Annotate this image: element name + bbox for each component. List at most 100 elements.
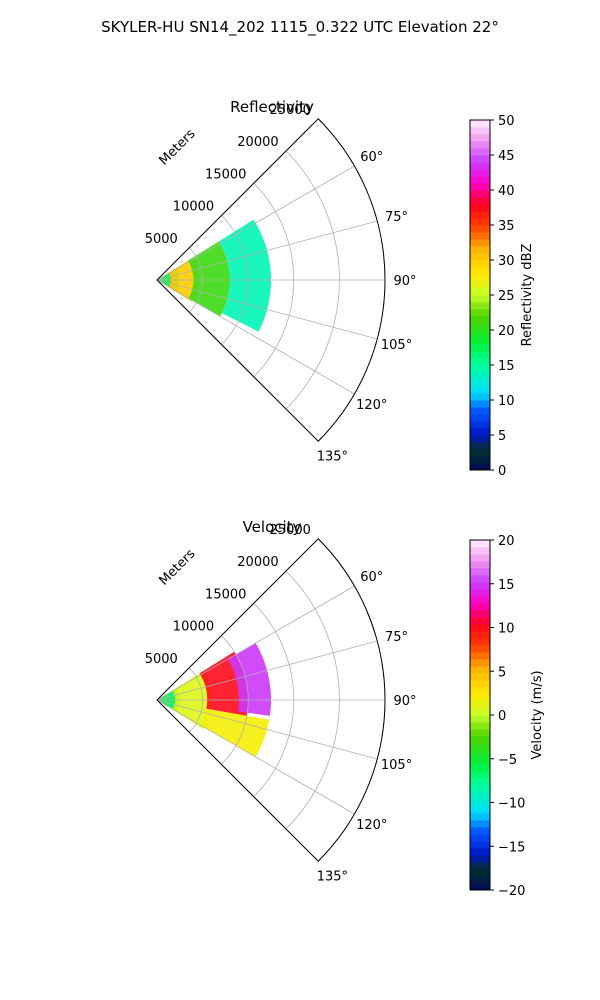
- colorbar-band: [470, 603, 490, 611]
- colorbar-band: [470, 246, 490, 254]
- colorbar-band: [470, 855, 490, 863]
- azimuth-tick-label: 120°: [356, 398, 387, 413]
- colorbar-band: [470, 358, 490, 366]
- data-region: [228, 643, 271, 716]
- azimuth-spoke: [156, 640, 378, 701]
- colorbar-band: [470, 421, 490, 429]
- colorbar-tick-label: 0: [498, 709, 506, 724]
- colorbar-band: [470, 589, 490, 597]
- azimuth-spoke: [156, 165, 355, 281]
- colorbar-band: [470, 757, 490, 765]
- azimuth-spoke: [156, 699, 378, 760]
- colorbar-tick-label: 10: [498, 394, 515, 409]
- colorbar-band: [470, 127, 490, 135]
- velocity-polar-grid: [156, 538, 386, 862]
- colorbar-band: [470, 379, 490, 387]
- range-tick-label: 5000: [145, 232, 178, 247]
- velocity-colorbar: −20 −15 −10 −5 0 5 10 15 20 Velocity (m/s): [469, 534, 545, 899]
- colorbar-band: [470, 197, 490, 205]
- colorbar-band: [470, 239, 490, 247]
- colorbar-band: [470, 827, 490, 835]
- azimuth-tick-label: 60°: [360, 570, 383, 585]
- colorbar-band: [470, 715, 490, 723]
- colorbar-band: [470, 141, 490, 149]
- velocity-range-label: Meters: [157, 546, 199, 588]
- colorbar-band: [470, 624, 490, 632]
- colorbar-band: [470, 792, 490, 800]
- reflectivity-polar-grid: [156, 118, 386, 442]
- colorbar-band: [470, 442, 490, 450]
- colorbar-band: [470, 176, 490, 184]
- colorbar-band: [470, 456, 490, 464]
- colorbar-band: [470, 428, 490, 436]
- range-tick-label: 10000: [173, 620, 214, 635]
- colorbar-band: [470, 407, 490, 415]
- colorbar-band: [470, 575, 490, 583]
- colorbar-tick-label: 20: [498, 534, 515, 549]
- azimuth-tick-label: 135°: [317, 869, 348, 884]
- colorbar-band: [470, 323, 490, 331]
- colorbar-band: [470, 820, 490, 828]
- colorbar-band: [470, 351, 490, 359]
- reflectivity-colorbar-label: Reflectivity dBZ: [520, 244, 535, 347]
- colorbar-band: [470, 582, 490, 590]
- colorbar-tick-label: 50: [498, 114, 515, 129]
- colorbar-band: [470, 288, 490, 296]
- colorbar-band: [470, 645, 490, 653]
- colorbar-band: [470, 834, 490, 842]
- colorbar-band: [470, 547, 490, 555]
- colorbar-tick-label: 45: [498, 149, 515, 164]
- colorbar-band: [470, 134, 490, 142]
- figure-title: SKYLER-HU SN14_202 1115_0.322 UTC Elevat…: [101, 18, 499, 37]
- azimuth-tick-label: 75°: [385, 630, 408, 645]
- colorbar-band: [470, 743, 490, 751]
- reflectivity-axis-labels: 5000 10000 15000 20000 25000 60° 75° 90° 105° 120…: [145, 103, 417, 465]
- azimuth-spoke: [156, 585, 355, 701]
- azimuth-spoke: [156, 279, 378, 340]
- colorbar-tick-label: −10: [498, 797, 525, 812]
- azimuth-tick-label: 120°: [356, 818, 387, 833]
- colorbar-band: [470, 386, 490, 394]
- velocity-colorbar-label: Velocity (m/s): [530, 670, 545, 759]
- azimuth-tick-label: 90°: [393, 694, 416, 709]
- colorbar-band: [470, 638, 490, 646]
- range-tick-label: 20000: [237, 555, 278, 570]
- colorbar-band: [470, 393, 490, 401]
- colorbar-band: [470, 694, 490, 702]
- azimuth-spoke: [156, 220, 378, 281]
- colorbar-band: [470, 561, 490, 569]
- colorbar-tick-label: 10: [498, 622, 515, 637]
- colorbar-band: [470, 169, 490, 177]
- colorbar-band: [470, 295, 490, 303]
- colorbar-band: [470, 778, 490, 786]
- colorbar-tick-label: 15: [498, 578, 515, 593]
- colorbar-band: [470, 281, 490, 289]
- colorbar-band: [470, 267, 490, 275]
- range-tick-label: 25000: [270, 523, 311, 538]
- colorbar-band: [470, 148, 490, 156]
- colorbar-band: [470, 799, 490, 807]
- colorbar-band: [470, 155, 490, 163]
- data-region: [200, 708, 270, 757]
- colorbar-band: [470, 883, 490, 891]
- colorbar-band: [470, 568, 490, 576]
- colorbar-band: [470, 687, 490, 695]
- colorbar-band: [470, 400, 490, 408]
- colorbar-band: [470, 806, 490, 814]
- colorbar-band: [470, 204, 490, 212]
- colorbar-band: [470, 232, 490, 240]
- colorbar-band: [470, 190, 490, 198]
- colorbar-band: [470, 540, 490, 548]
- velocity-colorbar-ticks: −20 −15 −10 −5 0 5 10 15 20: [490, 534, 525, 899]
- velocity-title: Velocity: [243, 518, 302, 536]
- range-tick-label: 10000: [173, 200, 214, 215]
- colorbar-tick-label: 40: [498, 184, 515, 199]
- sector-frame: [156, 538, 386, 862]
- colorbar-band: [470, 225, 490, 233]
- colorbar-band: [470, 701, 490, 709]
- colorbar-band: [470, 596, 490, 604]
- colorbar-band: [470, 554, 490, 562]
- range-tick-label: 15000: [205, 587, 246, 602]
- colorbar-band: [470, 463, 490, 471]
